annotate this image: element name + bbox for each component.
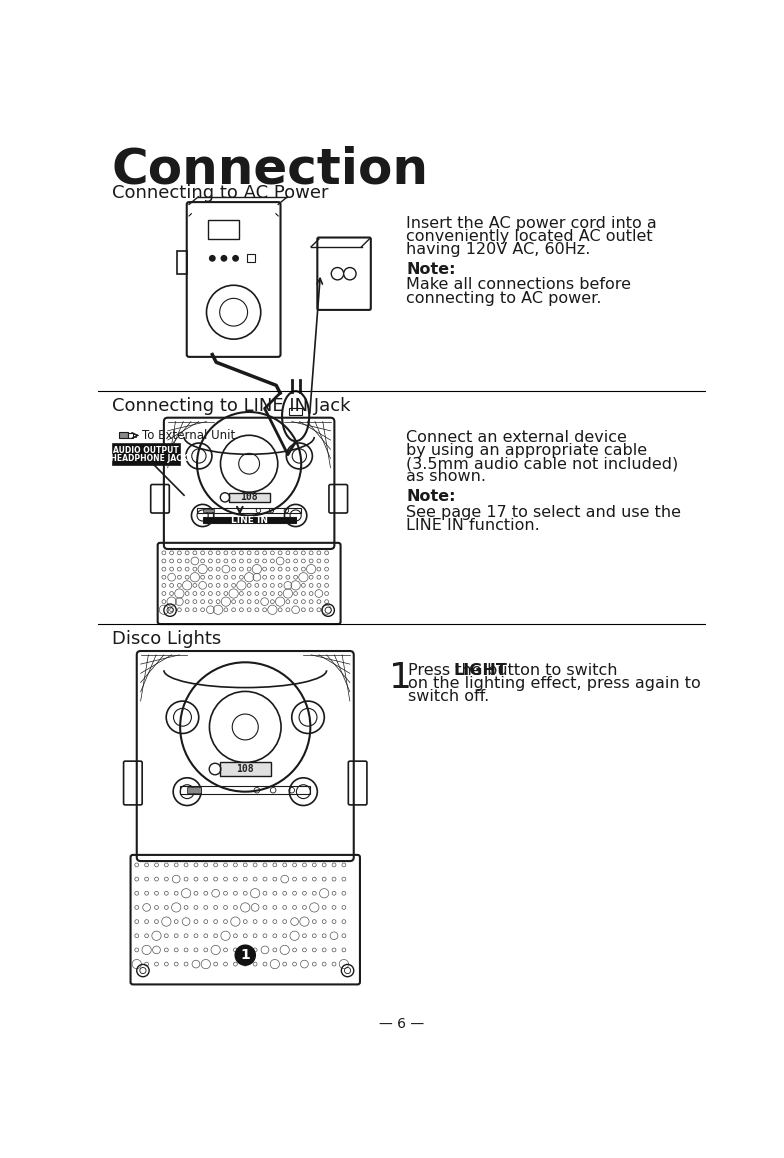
Bar bbox=[209, 220, 239, 239]
Text: 1: 1 bbox=[241, 948, 250, 962]
Text: LINE IN: LINE IN bbox=[230, 515, 267, 525]
Circle shape bbox=[343, 267, 356, 280]
Text: Insert the AC power cord into a: Insert the AC power cord into a bbox=[406, 215, 657, 230]
Ellipse shape bbox=[282, 391, 309, 441]
Text: as shown.: as shown. bbox=[406, 469, 486, 484]
Circle shape bbox=[332, 267, 343, 280]
Text: To External Unit: To External Unit bbox=[142, 428, 235, 442]
Text: button to switch: button to switch bbox=[481, 662, 617, 677]
Text: Note:: Note: bbox=[406, 489, 456, 504]
Circle shape bbox=[233, 256, 238, 261]
Text: (3.5mm audio cable not included): (3.5mm audio cable not included) bbox=[406, 456, 679, 471]
Text: / HEADPHONE JACK: / HEADPHONE JACK bbox=[105, 454, 187, 463]
Text: having 120V AC, 60Hz.: having 120V AC, 60Hz. bbox=[406, 242, 591, 257]
Bar bbox=[177, 250, 187, 273]
Text: Connect an external device: Connect an external device bbox=[406, 430, 627, 445]
Text: by using an appropriate cable: by using an appropriate cable bbox=[406, 444, 648, 459]
Text: 1: 1 bbox=[390, 661, 412, 695]
Bar bbox=[112, 444, 180, 464]
Text: conveniently located AC outlet: conveniently located AC outlet bbox=[406, 229, 653, 244]
Circle shape bbox=[235, 945, 256, 965]
Text: Press the: Press the bbox=[408, 662, 487, 677]
Bar bbox=[132, 434, 136, 437]
Text: connecting to AC power.: connecting to AC power. bbox=[406, 291, 602, 306]
Text: 108: 108 bbox=[241, 492, 258, 503]
Text: See page 17 to select and use the: See page 17 to select and use the bbox=[406, 505, 681, 520]
Bar bbox=[180, 786, 310, 794]
Text: LINE IN function.: LINE IN function. bbox=[406, 518, 540, 533]
Text: 108: 108 bbox=[237, 764, 254, 774]
Text: Connecting to AC Power: Connecting to AC Power bbox=[112, 184, 328, 201]
Text: LIGHT: LIGHT bbox=[454, 662, 507, 677]
Bar bbox=[119, 432, 129, 439]
Bar bbox=[129, 433, 132, 438]
Bar bbox=[197, 508, 301, 513]
Text: Connection: Connection bbox=[112, 145, 429, 193]
Circle shape bbox=[221, 256, 227, 261]
Text: Connecting to LINE IN Jack: Connecting to LINE IN Jack bbox=[112, 397, 350, 415]
Text: Make all connections before: Make all connections before bbox=[406, 278, 631, 293]
Bar bbox=[229, 493, 270, 501]
Bar bbox=[187, 787, 201, 793]
Bar bbox=[289, 409, 302, 415]
Bar bbox=[202, 508, 214, 513]
Text: Disco Lights: Disco Lights bbox=[112, 630, 221, 648]
Text: switch off.: switch off. bbox=[408, 689, 489, 704]
Text: — 6 —: — 6 — bbox=[379, 1017, 424, 1031]
Text: Note:: Note: bbox=[406, 262, 456, 277]
Bar bbox=[247, 255, 255, 262]
Bar bbox=[202, 518, 296, 522]
Circle shape bbox=[209, 256, 215, 261]
Text: on the lighting effect, press again to: on the lighting effect, press again to bbox=[408, 675, 701, 690]
Text: AUDIO OUTPUT: AUDIO OUTPUT bbox=[113, 446, 179, 455]
Bar bbox=[220, 762, 270, 776]
